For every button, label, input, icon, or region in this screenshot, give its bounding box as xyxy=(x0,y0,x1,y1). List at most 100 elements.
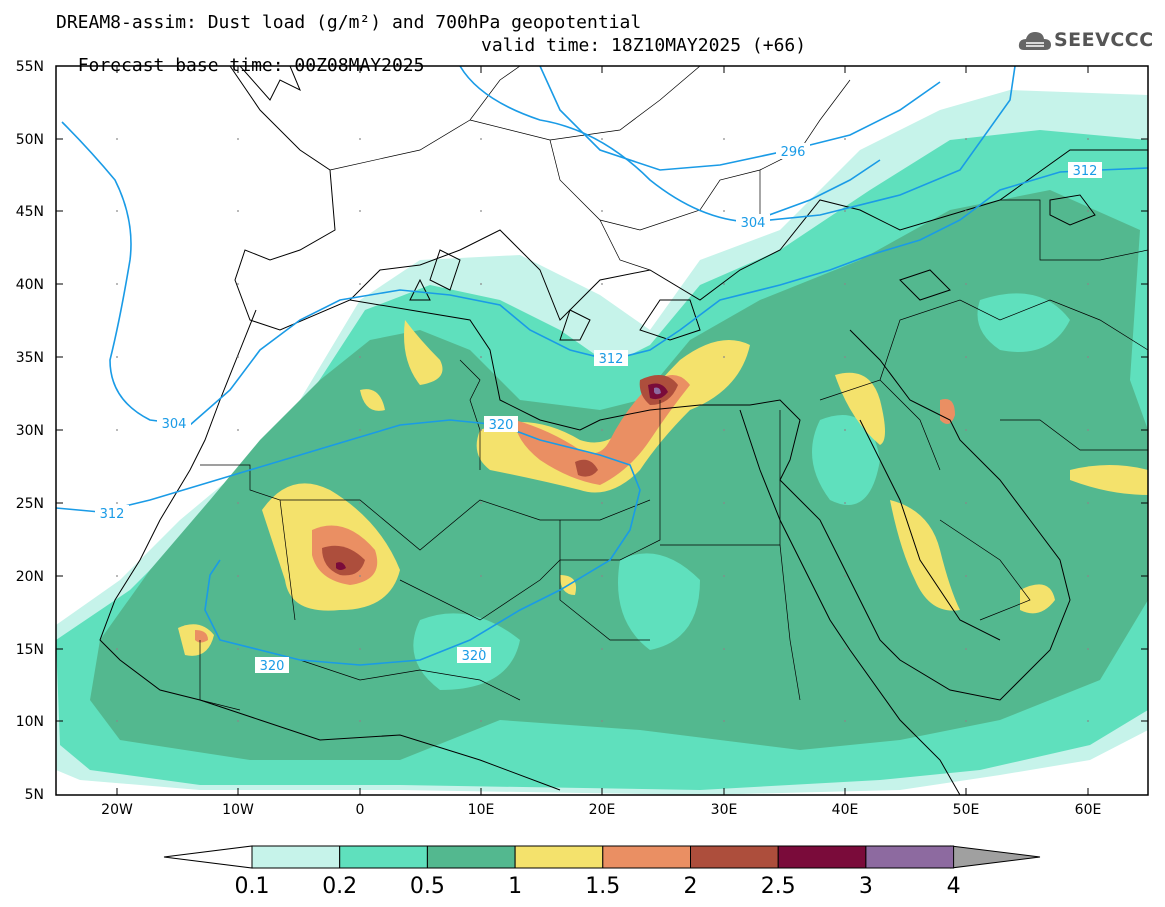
grid-dot xyxy=(965,648,967,650)
lat-label: 10N xyxy=(16,714,44,730)
grid-dot xyxy=(723,502,725,504)
colorbar-label: 0.1 xyxy=(235,874,270,899)
contour-label: 296 xyxy=(776,143,810,160)
latitude-labels: 55N 50N 45N 40N 35N 30N 25N 20N 15N 10N … xyxy=(16,59,44,803)
colorbar-label: 2.5 xyxy=(761,874,796,899)
grid-dot xyxy=(1087,356,1089,358)
grid-dot xyxy=(1087,138,1089,140)
seevccc-logo: SEEVCCC xyxy=(1018,26,1153,56)
dust-patch xyxy=(618,553,700,650)
colorbar-box xyxy=(777,845,867,869)
colorbar-label: 0.2 xyxy=(322,874,357,899)
dust-band-2.5 xyxy=(336,562,346,570)
grid-dot xyxy=(844,720,846,722)
grid-dot xyxy=(844,356,846,358)
cloud-icon xyxy=(1018,32,1051,50)
colorbar-label: 0.5 xyxy=(410,874,445,899)
grid-dot xyxy=(480,720,482,722)
grid-dot xyxy=(359,429,361,431)
lat-label: 35N xyxy=(16,350,44,366)
colorbar-label: 1 xyxy=(508,874,522,899)
grid-dot xyxy=(965,210,967,212)
grid-dot xyxy=(723,356,725,358)
lat-label: 20N xyxy=(16,569,44,585)
dust-patch xyxy=(812,415,880,505)
grid-dot xyxy=(1087,575,1089,577)
contour-label: 312 xyxy=(1068,162,1102,179)
grid-dot xyxy=(844,575,846,577)
grid-dot xyxy=(723,210,725,212)
grid-dot xyxy=(601,283,603,285)
lat-label: 15N xyxy=(16,642,44,658)
grid-dot xyxy=(359,502,361,504)
grid-dot xyxy=(844,138,846,140)
colorbar-box xyxy=(426,845,516,869)
grid-dot xyxy=(359,138,361,140)
grid-dot xyxy=(480,138,482,140)
grid-dot xyxy=(480,356,482,358)
colorbar-box xyxy=(690,845,779,869)
grid-dot xyxy=(723,138,725,140)
lat-label: 25N xyxy=(16,496,44,512)
svg-text:320: 320 xyxy=(489,418,514,433)
coastlines xyxy=(99,66,1148,795)
contour-label: 312 xyxy=(95,505,129,522)
colorbar-box xyxy=(251,845,341,869)
grid-dot xyxy=(359,210,361,212)
grid-dot xyxy=(480,648,482,650)
colorbar-label: 2 xyxy=(684,874,698,899)
grid-dot xyxy=(965,720,967,722)
grid-dot xyxy=(359,283,361,285)
grid-dot xyxy=(723,720,725,722)
grid-dot xyxy=(1087,720,1089,722)
grid-dot xyxy=(601,210,603,212)
grid-dot xyxy=(601,429,603,431)
grid-dot xyxy=(844,210,846,212)
grid-dot xyxy=(965,356,967,358)
grid-dot xyxy=(480,283,482,285)
dust-patch xyxy=(977,293,1070,352)
lon-label: 0 xyxy=(356,802,365,818)
grid-dot xyxy=(116,429,118,431)
longitude-labels: 20W 10W 0 10E 20E 30E 40E 50E 60E xyxy=(101,802,1101,818)
grid-dots xyxy=(116,138,1089,722)
grid-dot xyxy=(1087,429,1089,431)
contour-label: 304 xyxy=(736,214,770,231)
lon-label: 50E xyxy=(953,802,980,818)
grid-dot xyxy=(1087,648,1089,650)
grid-dot xyxy=(844,502,846,504)
grid-dot xyxy=(965,429,967,431)
grid-dot xyxy=(237,210,239,212)
lon-label: 20E xyxy=(589,802,616,818)
grid-dot xyxy=(116,210,118,212)
svg-text:312: 312 xyxy=(100,507,125,522)
lon-label: 60E xyxy=(1075,802,1102,818)
grid-dot xyxy=(359,720,361,722)
grid-dot xyxy=(237,575,239,577)
colorbar-box xyxy=(865,845,955,869)
grid-dot xyxy=(601,502,603,504)
grid-dot xyxy=(116,720,118,722)
contour-label: 320 xyxy=(457,647,491,664)
svg-text:304: 304 xyxy=(741,216,766,231)
grid-dot xyxy=(965,502,967,504)
grid-dot xyxy=(601,720,603,722)
grid-dot xyxy=(601,575,603,577)
colorbar-label: 3 xyxy=(859,874,873,899)
dust-band-3 xyxy=(654,387,661,395)
lon-label: 10E xyxy=(468,802,495,818)
grid-dot xyxy=(844,648,846,650)
dust-band-1.5 xyxy=(940,399,955,424)
grid-dot xyxy=(116,356,118,358)
grid-dot xyxy=(237,720,239,722)
colorbar-box xyxy=(514,845,604,869)
grid-dot xyxy=(237,429,239,431)
dust-band-1 xyxy=(404,320,443,385)
lon-label: 30E xyxy=(711,802,738,818)
contour-label: 304 xyxy=(157,415,191,432)
grid-dot xyxy=(359,648,361,650)
grid-dot xyxy=(237,356,239,358)
colorbar-label: 1.5 xyxy=(585,874,620,899)
svg-text:312: 312 xyxy=(1073,164,1098,179)
